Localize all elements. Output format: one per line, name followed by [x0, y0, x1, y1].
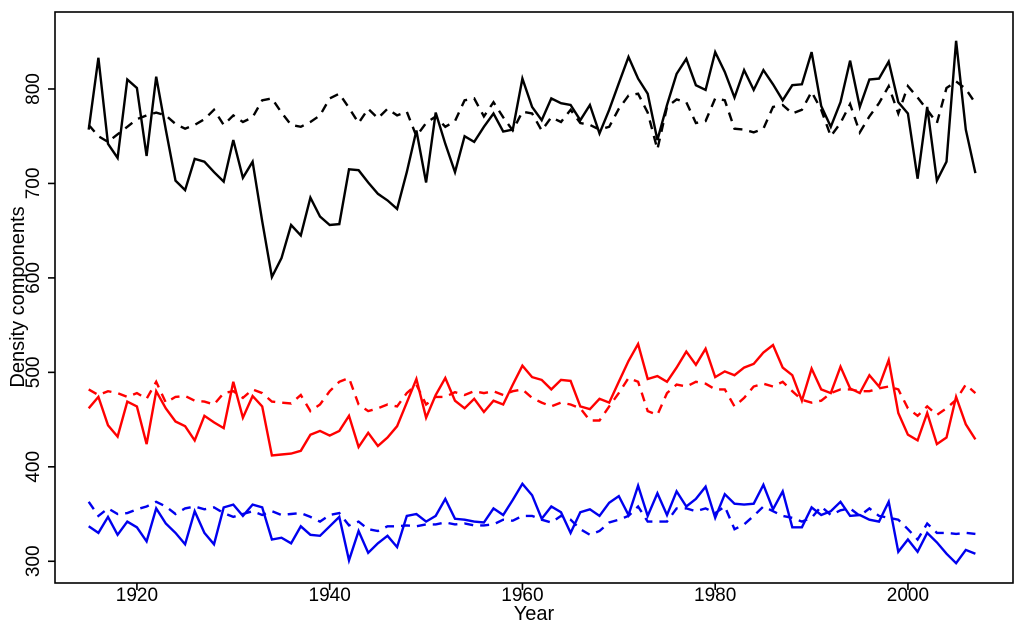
x-tick-label: 1980 [694, 585, 736, 606]
plot-box [54, 11, 1014, 584]
y-axis-title: Density components [7, 206, 29, 387]
series-line-blue-dashed [87, 500, 976, 542]
x-tick-label: 1940 [309, 585, 351, 606]
y-tick-label: 300 [23, 545, 44, 577]
series-line-black-solid [87, 40, 977, 281]
series-line-red-solid [87, 340, 977, 457]
series-line-black-dashed [87, 79, 977, 150]
x-tick-label: 2000 [887, 585, 929, 606]
x-axis-title: Year [514, 603, 555, 625]
x-tick-label: 1960 [501, 585, 543, 606]
y-tick-label: 400 [23, 451, 44, 483]
series-line-red-dashed [88, 376, 977, 422]
y-tick-label: 500 [23, 357, 44, 389]
y-tick-label: 600 [23, 262, 44, 294]
series-line-blue-solid [88, 481, 976, 566]
y-tick-label: 800 [23, 73, 44, 105]
y-tick-label: 700 [23, 168, 44, 200]
x-tick-label: 1920 [116, 585, 158, 606]
plot-generated-content: 1920 1940 1960 1980 2000 300 400 500 600 700 800 [23, 11, 1014, 606]
